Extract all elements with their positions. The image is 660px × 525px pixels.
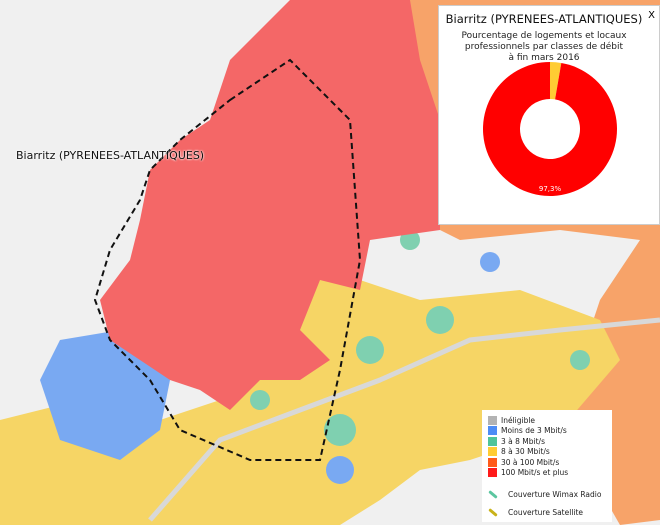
place-label: Biarritz (PYRENEES-ATLANTIQUES) — [16, 149, 205, 162]
donut-chart: 97,3% — [483, 62, 617, 197]
legend-item: Inéligible — [488, 415, 606, 426]
coverage-red-area — [100, 0, 440, 410]
legend-label: Inéligible — [501, 415, 536, 425]
legend-item: 100 Mbit/s et plus — [488, 468, 606, 479]
legend-item: Moins de 3 Mbit/s — [488, 426, 606, 437]
legend-label: Moins de 3 Mbit/s — [501, 426, 567, 436]
donut-slice[interactable] — [483, 62, 617, 197]
close-button[interactable]: X — [648, 10, 655, 21]
coverage-green-area — [250, 230, 590, 446]
donut-slice[interactable] — [550, 62, 562, 100]
legend: Inéligible Moins de 3 Mbit/s 3 à 8 Mbit/s 8… — [482, 410, 612, 522]
legend-swatch — [488, 415, 497, 425]
legend-swatch — [488, 436, 497, 446]
popup-subtitle: Pourcentage de logements et locaux profe… — [461, 31, 627, 63]
legend-item: 8 à 30 Mbit/s — [488, 447, 606, 458]
popup-title: Biarritz (PYRENEES-ATLANTIQUES) — [445, 12, 643, 26]
legend-swatch — [488, 468, 497, 478]
legend-label: 3 à 8 Mbit/s — [501, 436, 545, 446]
legend-item: 30 à 100 Mbit/s — [488, 457, 606, 468]
legend-label: 8 à 30 Mbit/s — [501, 447, 550, 457]
legend-coverage-item: Couverture Satellite — [488, 504, 606, 520]
legend-label: Couverture Wimax Radio — [508, 489, 602, 499]
road — [148, 317, 660, 522]
satellite-icon — [488, 507, 498, 517]
wimax-icon — [488, 489, 498, 499]
info-popup: Biarritz (PYRENEES-ATLANTIQUES) X Pource… — [438, 5, 660, 225]
legend-coverage-item: Couverture Wimax Radio — [488, 486, 606, 502]
legend-label: 100 Mbit/s et plus — [501, 468, 569, 478]
legend-item: 3 à 8 Mbit/s — [488, 436, 606, 447]
legend-label: Couverture Satellite — [508, 507, 584, 517]
commune-boundary — [93, 58, 362, 461]
slice-data-label: 97,3% — [539, 185, 562, 193]
legend-swatch — [488, 426, 497, 436]
legend-swatch — [488, 447, 497, 457]
legend-label: 30 à 100 Mbit/s — [501, 457, 560, 467]
legend-swatch — [488, 457, 497, 467]
